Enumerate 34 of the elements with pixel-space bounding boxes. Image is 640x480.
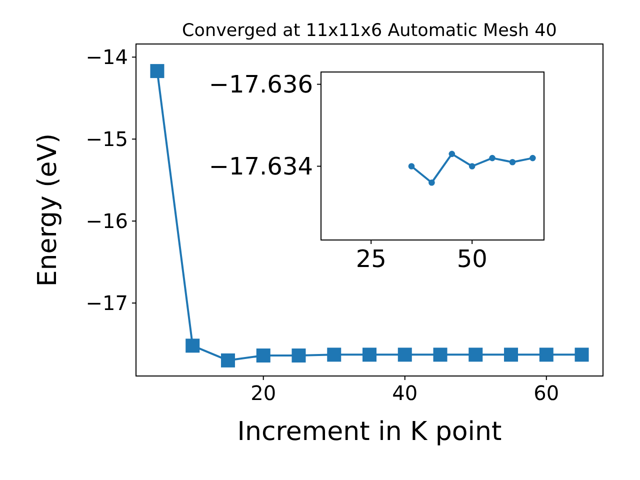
y-tick-label: −17.634 xyxy=(208,152,313,181)
y-tick-label: −17 xyxy=(86,291,128,316)
point xyxy=(150,64,164,78)
y-axis-title: Energy (eV) xyxy=(33,133,63,287)
point xyxy=(256,348,270,363)
point xyxy=(362,348,376,362)
point xyxy=(574,348,589,362)
point xyxy=(509,158,516,166)
x-tick-label: 50 xyxy=(456,245,488,274)
point xyxy=(468,163,476,170)
point xyxy=(539,348,554,362)
point xyxy=(220,353,235,368)
point xyxy=(489,154,496,162)
point xyxy=(398,348,412,362)
point xyxy=(433,348,448,362)
point xyxy=(504,348,518,362)
y-tick-label: −17.636 xyxy=(208,70,313,99)
x-axis-title: Increment in K point xyxy=(237,417,502,447)
x-tick-label: 60 xyxy=(534,381,560,405)
x-tick-label: 40 xyxy=(392,381,418,405)
y-tick-label: −15 xyxy=(86,127,128,152)
point xyxy=(292,348,306,363)
point xyxy=(186,338,200,353)
point xyxy=(448,150,456,158)
point xyxy=(327,348,342,362)
point xyxy=(530,154,536,162)
y-tick-label: −14 xyxy=(86,45,128,70)
x-tick-label: 25 xyxy=(356,245,386,274)
y-tick-label: −16 xyxy=(86,209,128,234)
point xyxy=(468,348,483,362)
x-tick-label: 20 xyxy=(250,381,276,405)
point xyxy=(428,179,435,186)
chart-title: Converged at 11x11x6 Automatic Mesh 40 xyxy=(182,21,557,41)
point xyxy=(408,163,415,170)
